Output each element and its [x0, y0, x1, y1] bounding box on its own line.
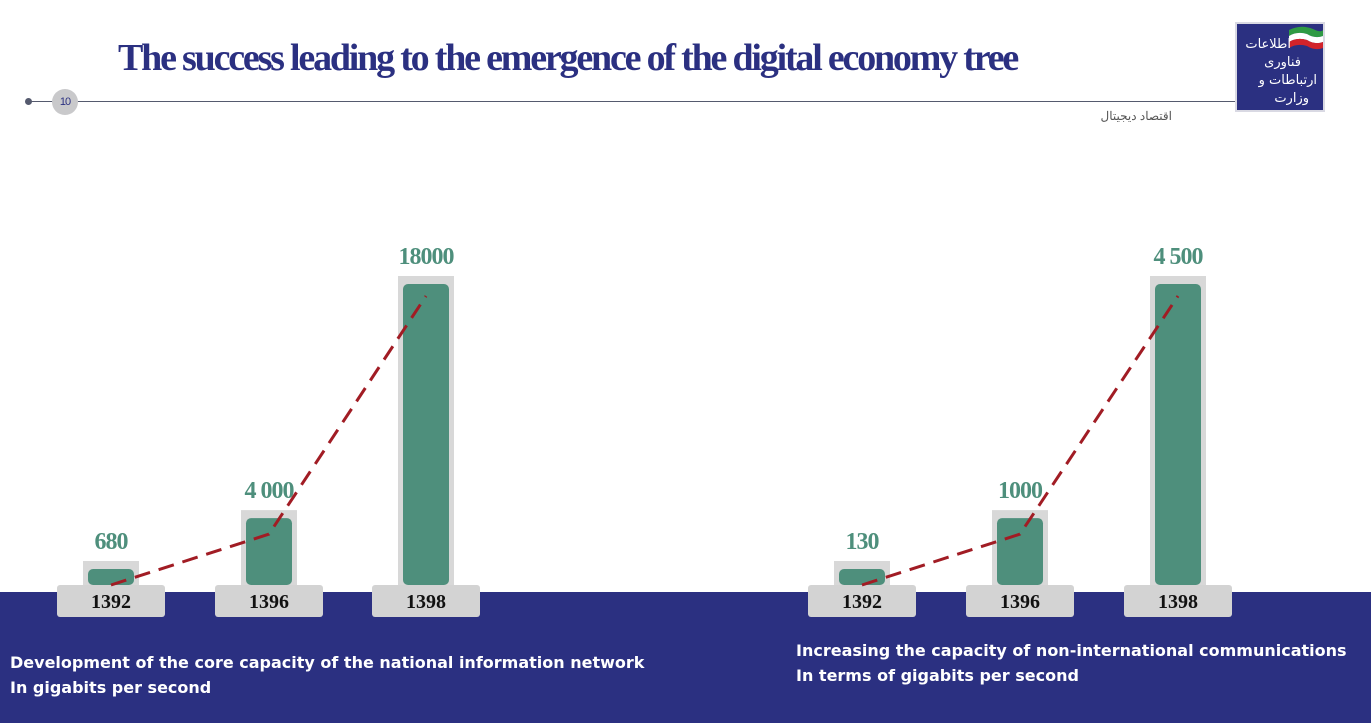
chart-1-caption: Development of the core capacity of the … [10, 650, 644, 700]
chart-1-category-label-1: 1392 [91, 591, 131, 613]
chart-2-caption-line-1: Increasing the capacity of non-internati… [796, 641, 1347, 660]
chart-2-trend-line [861, 295, 1180, 587]
logo-line-1: اطلاعات [1245, 37, 1291, 52]
chart-1-bar-3 [403, 284, 449, 585]
chart-1-category-box-3 [372, 585, 480, 617]
chart-2-category-box-2 [966, 585, 1074, 617]
page-number: 10 [52, 89, 78, 115]
chart-2-category-label-2: 1396 [1000, 591, 1040, 613]
calligraphy-text: اطلاعات فناوری ارتباطات و وزارت [1245, 37, 1317, 106]
chart-1-bar-2 [246, 518, 292, 585]
chart-1-value-label-2: 4 000 [245, 478, 295, 504]
slide-title: The success leading to the emergence of … [118, 37, 1019, 79]
chart-1-category-box-1 [57, 585, 165, 617]
chart-2-caption-line-2: In terms of gigabits per second [796, 666, 1079, 685]
chart-2-category-label-1: 1392 [842, 591, 882, 613]
chart-2-category-label-3: 1398 [1158, 591, 1198, 613]
chart-1-category-label-2: 1396 [249, 591, 289, 613]
chart-1-category-box-2 [215, 585, 323, 617]
chart-2-bar-3 [1155, 284, 1201, 585]
title-rule-dot [25, 98, 32, 105]
chart-2-bar-1 [839, 569, 885, 585]
chart-2-category-box-3 [1124, 585, 1232, 617]
chart-1-value-label-1: 680 [95, 529, 129, 555]
logo-line-4: وزارت [1274, 91, 1309, 106]
subtitle: اقتصاد دیجیتال [1100, 109, 1172, 123]
chart-2-caption: Increasing the capacity of non-internati… [796, 638, 1347, 688]
chart-1-bar-1 [88, 569, 134, 585]
chart-2-value-label-2: 1000 [998, 478, 1043, 504]
chart-2-bar-2 [997, 518, 1043, 585]
chart-1-value-label-3: 18000 [399, 244, 455, 270]
logo-emblem: اطلاعات فناوری ارتباطات و وزارت [1245, 26, 1323, 106]
chart-2-category-box-1 [808, 585, 916, 617]
chart-1-trend-line [110, 295, 428, 587]
chart-2-value-label-1: 130 [846, 529, 880, 555]
logo-line-2: فناوری [1264, 55, 1301, 70]
chart-1-category-label-3: 1398 [406, 591, 446, 613]
ministry-logo: اطلاعات فناوری ارتباطات و وزارت [1235, 22, 1325, 112]
chart-1-caption-line-1: Development of the core capacity of the … [10, 653, 645, 672]
chart-2-value-label-3: 4 500 [1154, 244, 1204, 270]
logo-line-3: ارتباطات و [1258, 73, 1317, 88]
chart-1-caption-line-2: In gigabits per second [10, 678, 212, 697]
iran-flag-icon [1289, 26, 1323, 50]
title-rule [28, 101, 1238, 102]
